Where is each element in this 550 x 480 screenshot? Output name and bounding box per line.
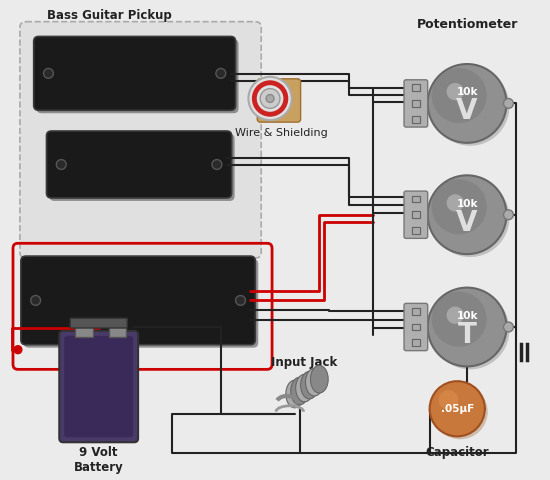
FancyBboxPatch shape (50, 134, 235, 201)
Circle shape (447, 194, 464, 212)
Bar (412, 100, 420, 107)
Text: 10k: 10k (456, 199, 478, 209)
Text: Wire & Shielding: Wire & Shielding (234, 128, 327, 138)
FancyBboxPatch shape (64, 336, 133, 437)
Bar (412, 324, 420, 330)
Circle shape (216, 69, 225, 78)
Circle shape (212, 159, 222, 169)
FancyBboxPatch shape (404, 80, 428, 127)
Circle shape (447, 307, 464, 324)
FancyBboxPatch shape (59, 331, 138, 442)
Text: 10k: 10k (456, 87, 478, 97)
FancyBboxPatch shape (37, 39, 239, 113)
Bar (412, 308, 420, 315)
Bar (412, 116, 420, 122)
Bar (412, 308, 420, 315)
FancyBboxPatch shape (20, 22, 261, 258)
Text: 9 Volt
Battery: 9 Volt Battery (74, 446, 124, 474)
Text: V: V (456, 209, 478, 237)
Circle shape (428, 175, 507, 254)
Circle shape (503, 98, 513, 108)
Text: 10k: 10k (456, 311, 478, 321)
Circle shape (503, 210, 513, 220)
Bar (412, 195, 420, 203)
Text: T: T (458, 321, 476, 349)
Circle shape (431, 67, 509, 146)
Circle shape (432, 179, 487, 234)
Bar (412, 339, 420, 346)
Bar (75, 325, 93, 337)
Circle shape (431, 178, 509, 257)
Text: Capacitor: Capacitor (425, 446, 489, 459)
FancyBboxPatch shape (404, 191, 428, 239)
Text: Bass Guitar Pickup: Bass Guitar Pickup (47, 9, 172, 22)
Ellipse shape (296, 374, 314, 402)
Circle shape (431, 290, 509, 370)
Bar (412, 227, 420, 234)
Circle shape (249, 77, 292, 120)
Ellipse shape (310, 365, 328, 393)
Bar (412, 227, 420, 234)
FancyBboxPatch shape (404, 303, 428, 351)
Text: .05μF: .05μF (441, 404, 474, 414)
FancyBboxPatch shape (257, 79, 301, 122)
Bar (108, 325, 127, 337)
Ellipse shape (301, 372, 318, 399)
Bar (412, 324, 420, 330)
FancyBboxPatch shape (70, 318, 127, 328)
Circle shape (503, 322, 513, 332)
FancyBboxPatch shape (21, 256, 255, 345)
Circle shape (260, 89, 280, 108)
Bar (412, 84, 420, 91)
FancyBboxPatch shape (24, 259, 258, 348)
Text: Input Jack: Input Jack (271, 356, 338, 370)
Bar (412, 195, 420, 203)
Circle shape (428, 64, 507, 143)
Circle shape (438, 390, 458, 410)
FancyBboxPatch shape (47, 131, 232, 198)
FancyBboxPatch shape (34, 36, 235, 110)
Circle shape (447, 83, 464, 100)
Circle shape (235, 296, 245, 305)
Text: Potentiometer: Potentiometer (416, 18, 518, 31)
Circle shape (428, 288, 507, 366)
Circle shape (433, 384, 488, 439)
Ellipse shape (306, 368, 323, 396)
Bar (412, 339, 420, 346)
Ellipse shape (291, 377, 309, 405)
Circle shape (14, 346, 22, 354)
Circle shape (266, 95, 274, 102)
Circle shape (432, 68, 487, 123)
Circle shape (430, 381, 485, 436)
Circle shape (43, 69, 53, 78)
Bar (412, 211, 420, 218)
Text: V: V (456, 97, 478, 125)
Ellipse shape (286, 380, 304, 408)
Bar (412, 116, 420, 122)
Bar (412, 211, 420, 218)
Circle shape (31, 296, 41, 305)
Circle shape (56, 159, 66, 169)
Bar (412, 100, 420, 107)
Circle shape (432, 291, 487, 347)
Bar (412, 84, 420, 91)
